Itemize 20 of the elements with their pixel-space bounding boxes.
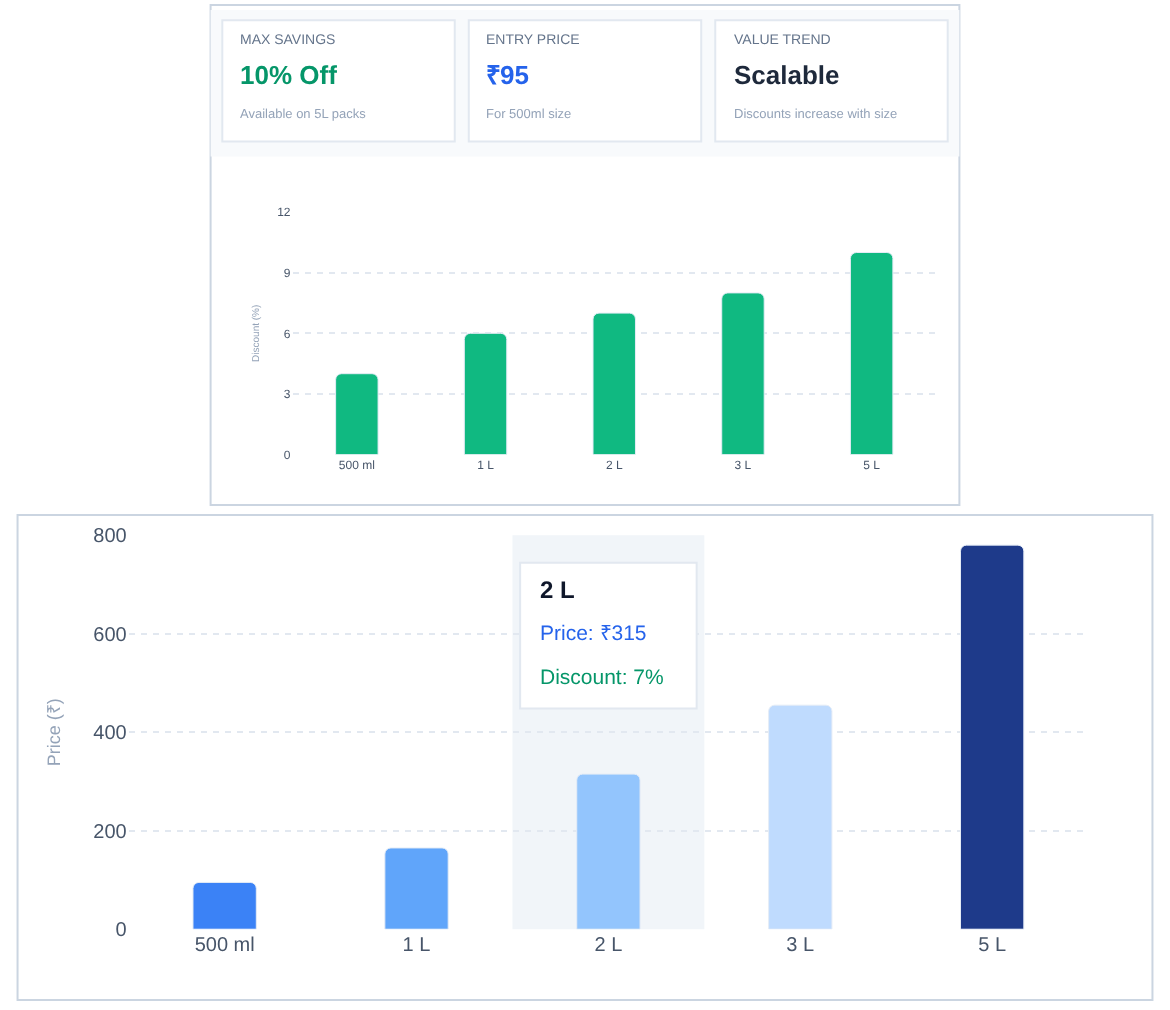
- bar: [384, 847, 449, 930]
- y-tick-label: 400: [93, 723, 128, 746]
- annotation: 2 L: [540, 576, 575, 604]
- y-axis-title: Price (₹): [44, 698, 65, 767]
- y-tick-label: 800: [93, 526, 128, 549]
- y-tick-label: 200: [93, 821, 128, 844]
- x-tick-label: 500 ml: [194, 935, 255, 958]
- x-tick-label: 5 L: [978, 935, 1007, 958]
- text: Scalable: [734, 60, 840, 90]
- x-tick-label: 3 L: [786, 935, 816, 958]
- bar: [192, 881, 257, 930]
- x-tick-label: 1 L: [402, 935, 432, 958]
- annotation: Price: ₹315: [540, 622, 647, 646]
- y-tick-label: 600: [93, 624, 128, 647]
- y-tick-label: 0: [115, 920, 128, 943]
- text: 10% Off: [240, 60, 339, 90]
- x-tick-label: 2 L: [594, 935, 624, 958]
- text: ₹95: [486, 60, 529, 90]
- annotation: Discount: 7%: [540, 666, 664, 690]
- bar: [592, 312, 636, 455]
